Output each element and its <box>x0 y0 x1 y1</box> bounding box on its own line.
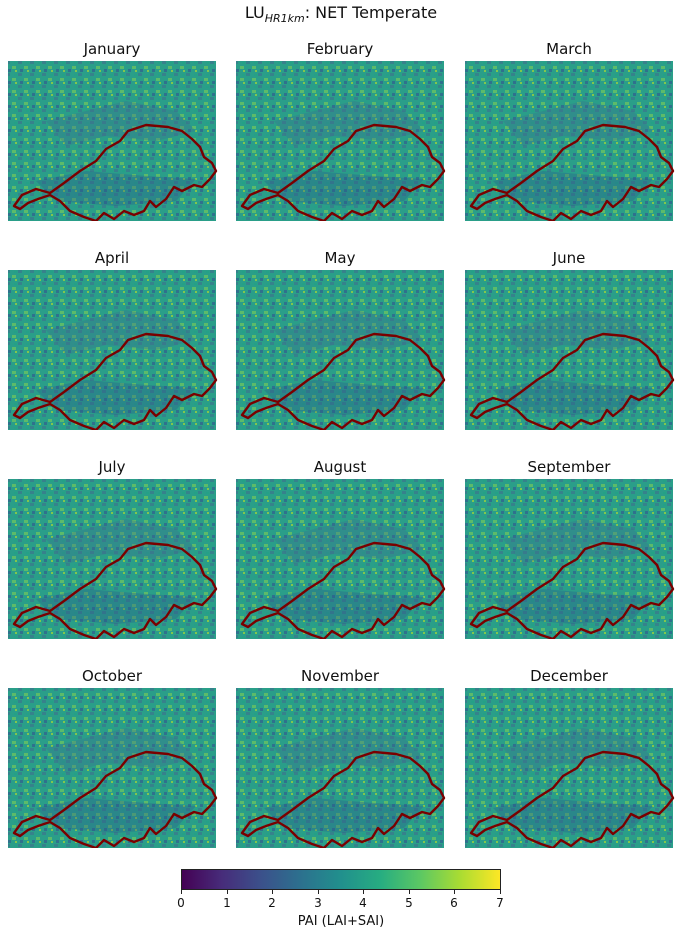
colorbar-tick-mark <box>363 890 364 894</box>
colorbar-tick-label: 1 <box>223 896 231 910</box>
map-january <box>8 61 218 221</box>
panel-title-august: August <box>313 458 367 476</box>
map-february <box>236 61 446 221</box>
map-may <box>236 270 446 430</box>
colorbar-tick-label: 6 <box>450 896 458 910</box>
map-october <box>8 688 218 848</box>
colorbar-tick-label: 7 <box>496 896 504 910</box>
colorbar-tick-label: 4 <box>359 896 367 910</box>
panel-title-july: July <box>98 458 126 476</box>
colorbar-tick-label: 3 <box>314 896 322 910</box>
map-july <box>8 479 218 639</box>
panel-title-january: January <box>83 40 141 58</box>
map-august <box>236 479 446 639</box>
colorbar-label: PAI (LAI+SAI) <box>297 914 385 929</box>
map-december <box>465 688 675 848</box>
colorbar-tick-mark <box>409 890 410 894</box>
colorbar-tick-mark <box>454 890 455 894</box>
colorbar-tick-mark <box>272 890 273 894</box>
colorbar-tick-label: 0 <box>177 896 185 910</box>
map-april <box>8 270 218 430</box>
colorbar-tick-mark <box>500 890 501 894</box>
colorbar-tick-mark <box>318 890 319 894</box>
colorbar <box>181 869 501 890</box>
colorbar-tick-mark <box>181 890 182 894</box>
panel-title-may: May <box>324 249 356 267</box>
panel-title-september: September <box>527 458 611 476</box>
colorbar-tick-label: 5 <box>405 896 413 910</box>
panel-title-june: June <box>552 249 586 267</box>
colorbar-tick-mark <box>227 890 228 894</box>
map-june <box>465 270 675 430</box>
colorbar-tick-label: 2 <box>268 896 276 910</box>
panel-title-october: October <box>81 667 143 685</box>
map-march <box>465 61 675 221</box>
panel-title-december: December <box>530 667 608 685</box>
panel-title-february: February <box>306 40 374 58</box>
panel-title-april: April <box>94 249 130 267</box>
panel-title-november: November <box>300 667 380 685</box>
map-november <box>236 688 446 848</box>
map-september <box>465 479 675 639</box>
figure-title: LUHR1km: NET Temperate <box>244 3 438 26</box>
panel-title-march: March <box>546 40 592 58</box>
